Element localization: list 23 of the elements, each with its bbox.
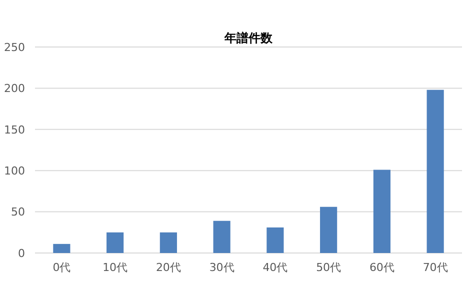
x-tick-label: 50代 bbox=[316, 261, 342, 274]
bar bbox=[266, 227, 284, 253]
bar bbox=[213, 220, 230, 253]
x-tick-label: 70代 bbox=[422, 261, 448, 274]
bar bbox=[320, 206, 338, 253]
y-tick-label: 150 bbox=[4, 123, 25, 136]
y-tick-label: 100 bbox=[4, 164, 25, 178]
bar bbox=[426, 90, 444, 253]
y-tick-label: 200 bbox=[4, 82, 25, 96]
y-tick-label: 250 bbox=[4, 40, 25, 54]
bar bbox=[160, 232, 177, 253]
y-tick-label: 0 bbox=[18, 246, 25, 260]
chart-title: 年譜件数 bbox=[224, 31, 274, 45]
bar bbox=[53, 244, 70, 253]
bar bbox=[106, 232, 124, 253]
x-tick-label: 30代 bbox=[209, 261, 234, 274]
x-tick-label: 40代 bbox=[262, 261, 288, 274]
x-tick-label: 10代 bbox=[102, 261, 128, 274]
bar bbox=[373, 170, 390, 253]
x-tick-label: 60代 bbox=[369, 261, 394, 274]
y-tick-label: 50 bbox=[11, 206, 25, 219]
x-tick-label: 20代 bbox=[156, 261, 181, 274]
x-tick-label: 0代 bbox=[52, 261, 71, 274]
